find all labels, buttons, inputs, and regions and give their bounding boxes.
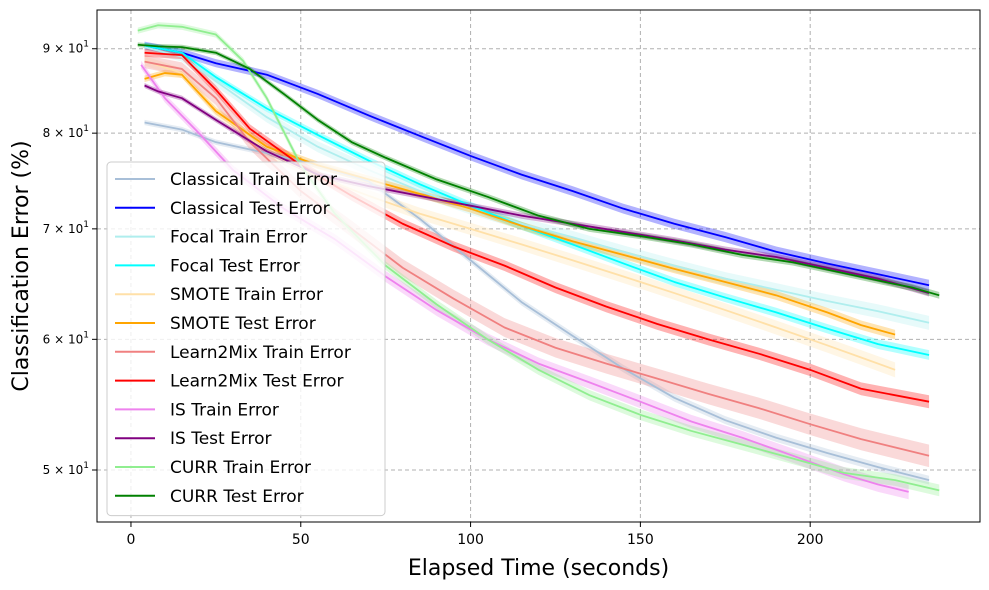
legend-entry: CURR Test Error [170, 487, 304, 507]
legend-entry: IS Train Error [170, 400, 279, 420]
legend-entry: SMOTE Test Error [170, 314, 316, 334]
plot-area-frame [96, 9, 981, 523]
x-tick-label: 200 [797, 532, 824, 548]
y-tick-label: 7 × 101 [43, 220, 89, 236]
legend-entry: Classical Train Error [170, 170, 337, 190]
series-lines [137, 24, 940, 493]
series-line [144, 46, 930, 324]
x-tick-label: 100 [457, 532, 484, 548]
legend-entry: Learn2Mix Test Error [170, 372, 344, 392]
legend: Classical Train Error Classical Test Erro… [106, 161, 386, 517]
legend-entry: Focal Test Error [170, 256, 300, 276]
x-axis-label: Elapsed Time (seconds) [408, 556, 669, 581]
y-tick-label: 5 × 101 [43, 461, 89, 477]
y-tick-label: 8 × 101 [43, 124, 89, 140]
series-line [144, 51, 930, 403]
legend-entry: Focal Train Error [170, 228, 307, 248]
error-band [144, 69, 896, 340]
y-tick-label: 9 × 101 [43, 40, 89, 56]
series-line [137, 24, 940, 492]
error-band [144, 55, 896, 378]
legend-entry: Classical Test Error [170, 199, 330, 219]
error-band [144, 55, 930, 468]
legend-box [106, 161, 386, 517]
series-line [144, 60, 930, 457]
legend-entry: Learn2Mix Train Error [170, 343, 351, 363]
y-axis-ticks: 5 × 101 6 × 101 7 × 101 8 × 101 9 × 101 [43, 40, 97, 477]
series-line [144, 59, 896, 371]
error-band [144, 42, 930, 330]
y-tick-label: 6 × 101 [43, 330, 89, 346]
series-line [144, 84, 930, 294]
x-tick-label: 50 [292, 532, 310, 548]
x-axis-ticks: 0 50 100 150 200 [127, 522, 824, 548]
series-line [137, 43, 940, 297]
x-tick-label: 0 [127, 532, 136, 548]
legend-entry: SMOTE Train Error [170, 285, 323, 305]
x-tick-label: 150 [627, 532, 654, 548]
legend-entry: IS Test Error [170, 429, 272, 449]
series-line [144, 72, 896, 336]
series-line [144, 121, 930, 481]
legend-entry: CURR Train Error [170, 458, 311, 478]
y-axis-label: Classification Error (%) [9, 140, 34, 391]
